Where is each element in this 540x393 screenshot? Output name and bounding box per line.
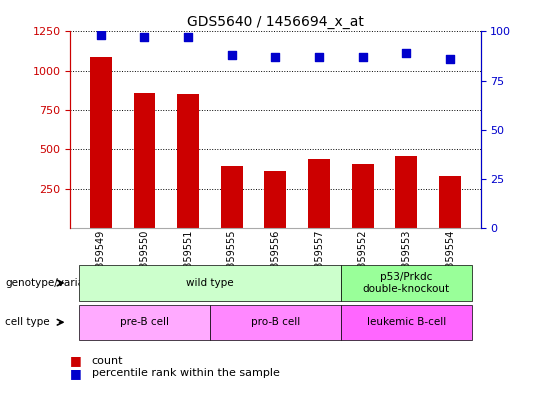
Bar (352, 164, 374, 228)
Text: p53/Prkdc
double-knockout: p53/Prkdc double-knockout (363, 272, 450, 294)
Bar (395, 156, 417, 228)
Text: genotype/variation: genotype/variation (5, 278, 105, 288)
Point (97, 32, 105, 39)
Point (359, 54, 367, 60)
Point (446, 56, 454, 62)
Bar (177, 94, 199, 228)
Text: pro-B cell: pro-B cell (251, 317, 300, 327)
Point (184, 34, 192, 40)
Text: count: count (92, 356, 123, 366)
Text: ■: ■ (70, 367, 82, 380)
Bar (221, 166, 242, 228)
Text: leukemic B-cell: leukemic B-cell (367, 317, 446, 327)
Point (140, 34, 149, 40)
Bar (265, 171, 286, 228)
Text: percentile rank within the sample: percentile rank within the sample (92, 368, 280, 378)
Bar (439, 176, 461, 228)
Point (402, 50, 411, 56)
Bar (308, 159, 330, 228)
Title: GDS5640 / 1456694_x_at: GDS5640 / 1456694_x_at (187, 15, 364, 29)
Bar (90, 57, 112, 228)
Text: ■: ■ (70, 354, 82, 367)
Text: cell type: cell type (5, 317, 50, 327)
Point (315, 54, 323, 60)
Point (271, 54, 280, 60)
Text: pre-B cell: pre-B cell (120, 317, 169, 327)
Bar (133, 93, 156, 228)
Point (227, 52, 236, 58)
Text: wild type: wild type (186, 278, 234, 288)
